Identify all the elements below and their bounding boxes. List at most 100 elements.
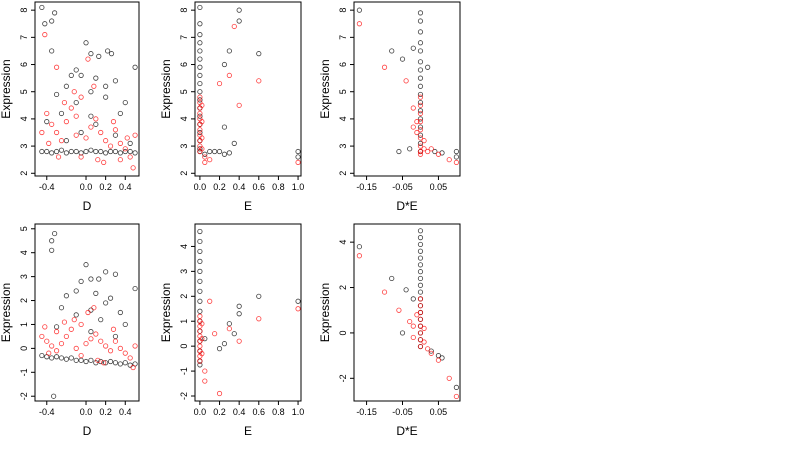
data-point <box>399 330 406 336</box>
data-point <box>49 121 55 127</box>
y-tick-label: 6 <box>179 62 189 67</box>
data-point <box>417 127 424 133</box>
data-point <box>212 148 218 155</box>
data-point <box>396 307 402 313</box>
y-tick-label: 3 <box>19 144 29 149</box>
data-point <box>407 318 413 325</box>
data-point <box>199 351 205 357</box>
data-point <box>236 102 242 108</box>
data-point <box>58 147 65 153</box>
data-point <box>88 307 94 313</box>
data-point <box>197 278 203 284</box>
data-point <box>63 83 69 89</box>
data-point <box>226 48 232 54</box>
data-point <box>453 393 460 400</box>
data-point <box>73 113 79 119</box>
data-point <box>199 336 205 342</box>
data-point <box>58 110 65 117</box>
data-point <box>122 99 128 106</box>
data-point <box>295 154 301 160</box>
data-point <box>199 119 205 125</box>
x-axis-title: D*E <box>396 424 417 438</box>
data-point <box>410 334 416 341</box>
data-point <box>112 148 119 155</box>
y-tick-label: 7 <box>179 35 189 40</box>
data-point <box>226 72 232 79</box>
data-point <box>63 138 69 144</box>
data-point <box>78 72 84 79</box>
data-point <box>417 59 424 65</box>
y-axis-title: Expression <box>159 59 173 118</box>
data-point <box>112 333 119 340</box>
y-tick-label: 7 <box>19 35 29 40</box>
plot-frame <box>34 223 140 402</box>
y-tick-label: 2 <box>338 171 348 176</box>
data-point <box>88 329 94 335</box>
data-point <box>417 132 424 138</box>
data-point <box>417 110 424 117</box>
y-tick-label: 2 <box>338 285 348 290</box>
data-point <box>197 4 203 11</box>
data-point <box>93 148 99 155</box>
data-point <box>216 346 223 352</box>
chart-panel-1: -0.4 0.0 0.2 0.4 2 3 4 5 6 7 8 D Expression <box>0 1 140 213</box>
data-point <box>83 262 89 268</box>
data-point <box>212 331 218 337</box>
data-point <box>78 129 84 136</box>
data-point <box>417 262 424 268</box>
data-point <box>122 148 128 155</box>
data-point <box>58 138 65 144</box>
data-point <box>117 150 123 156</box>
y-tick-label: -1 <box>179 367 189 375</box>
data-point <box>127 148 133 155</box>
data-point <box>117 361 123 367</box>
data-point <box>226 150 232 156</box>
data-point <box>417 309 424 316</box>
data-point <box>49 247 55 253</box>
data-point <box>197 80 203 87</box>
chart-panel-3: -0.15 -0.05 0.05 2 3 4 5 6 7 8 D*E Expression <box>318 1 461 213</box>
data-point <box>103 138 109 144</box>
data-point <box>446 157 452 163</box>
data-point <box>63 119 69 125</box>
data-point <box>197 48 203 54</box>
data-point <box>107 148 114 155</box>
chart-panel-6: -0.15 -0.05 0.05 -2 0 2 4 D*E Expression <box>318 223 461 438</box>
data-point <box>132 132 138 138</box>
x-tick-label: 0.0 <box>80 182 93 192</box>
data-point <box>295 298 301 304</box>
data-point <box>197 268 203 274</box>
y-tick-label: 5 <box>179 89 189 94</box>
y-tick-label: 7 <box>338 35 348 40</box>
data-point <box>197 72 203 79</box>
data-point <box>356 244 362 250</box>
y-tick-label: 1 <box>179 319 189 324</box>
data-point <box>44 119 50 125</box>
data-point <box>417 99 424 106</box>
data-point <box>51 393 57 399</box>
data-point <box>73 132 79 138</box>
data-point <box>55 154 62 160</box>
data-point <box>221 61 228 68</box>
data-point <box>197 258 203 264</box>
data-point <box>53 324 60 330</box>
data-point <box>112 338 119 344</box>
y-tick-label: 2 <box>179 171 189 176</box>
data-point <box>417 94 424 100</box>
y-tick-label: 0 <box>19 346 29 351</box>
x-tick-label: 0.0 <box>194 407 207 417</box>
data-point <box>439 355 445 361</box>
data-point <box>107 143 114 149</box>
data-point <box>295 148 301 155</box>
plot-frame <box>353 1 461 177</box>
data-point <box>83 358 89 365</box>
data-point <box>417 143 424 149</box>
data-point <box>417 303 424 309</box>
y-axis-title: Expression <box>0 59 13 118</box>
x-tick-label: -0.05 <box>392 182 413 192</box>
data-point <box>417 255 424 261</box>
data-point <box>107 295 114 301</box>
data-point <box>197 146 203 152</box>
data-point <box>417 40 424 46</box>
data-point <box>63 356 69 362</box>
